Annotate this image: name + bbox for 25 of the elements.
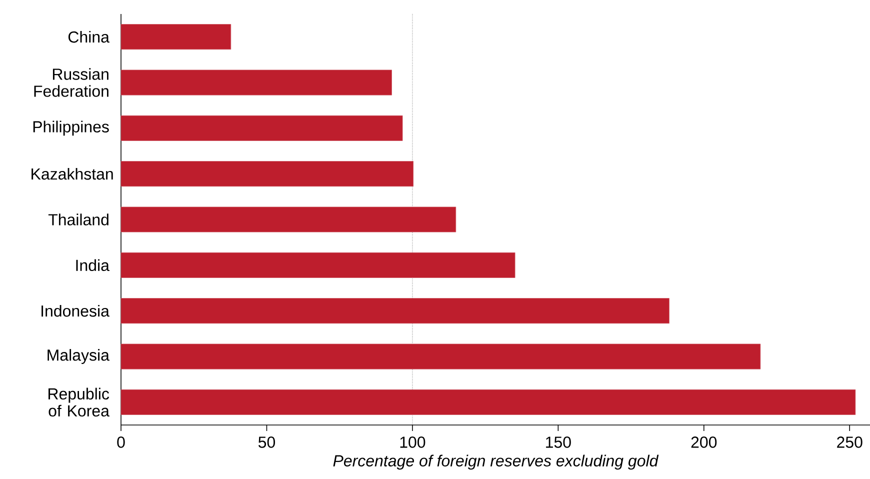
bar: [120, 161, 414, 187]
x-tick-label: 50: [258, 436, 275, 448]
y-tick-label: India: [76, 259, 110, 272]
x-tick-label: 100: [400, 436, 426, 448]
y-tick-label: Kazakhstan: [32, 168, 113, 180]
x-tick-label: 150: [546, 436, 571, 448]
x-tick-label: 0: [117, 436, 125, 448]
x-tick-label: 250: [837, 436, 862, 448]
x-tick-label: 200: [691, 436, 717, 448]
bar: [120, 252, 516, 278]
y-tick-label: China: [68, 30, 110, 43]
x-axis-title: Percentage of foreign reserves excluding gold: [333, 454, 659, 470]
y-tick-label: Malaysia: [48, 349, 110, 364]
y-tick-label: Thailand: [48, 214, 108, 226]
bar: [120, 70, 392, 96]
bar: [120, 24, 232, 50]
y-tick-label: Russian Federation: [34, 68, 108, 97]
bar: [120, 206, 456, 232]
y-tick-label: Indonesia: [42, 304, 110, 317]
bar: [120, 389, 856, 415]
bar: [120, 115, 403, 141]
y-tick-label: Republic of Korea: [48, 388, 110, 417]
y-tick-label: Philippines: [33, 120, 109, 136]
bar: [120, 344, 761, 370]
bar: [120, 298, 670, 324]
